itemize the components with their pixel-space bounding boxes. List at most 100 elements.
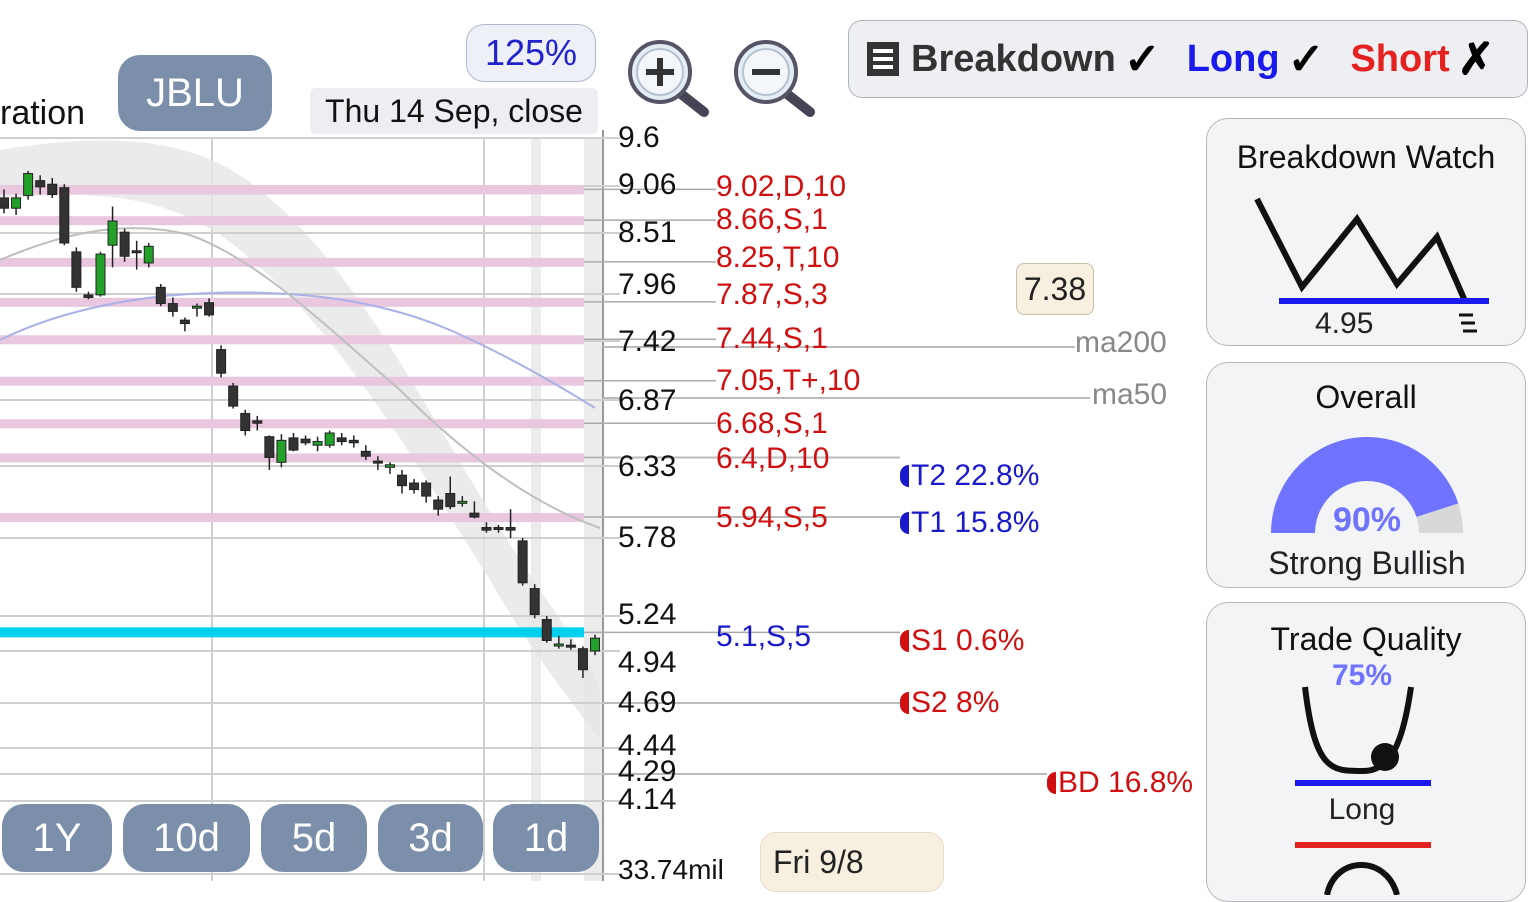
candle-body	[409, 482, 420, 491]
candle-body	[433, 499, 444, 510]
mode-long-label: Long	[1186, 37, 1280, 80]
candle-body	[252, 420, 263, 424]
candle-body	[240, 412, 251, 432]
support-line	[0, 627, 584, 638]
range-5d-button[interactable]: 5d	[261, 804, 367, 872]
resistance-band	[0, 335, 584, 345]
resistance-band	[0, 419, 584, 429]
mode-toggle-bar: Breakdown ✓ Long ✓ Short ✗	[848, 20, 1528, 98]
mode-short[interactable]: Short ✗	[1350, 34, 1494, 85]
y-tick-label: 7.96	[618, 268, 677, 301]
candle-body	[469, 512, 480, 518]
mode-long[interactable]: Long ✓	[1187, 34, 1325, 85]
candle-body	[421, 482, 432, 497]
candle-body	[59, 187, 70, 244]
ma200-line	[0, 291, 596, 409]
candle-body	[445, 492, 456, 508]
y-tick-label: 9.06	[618, 168, 677, 201]
candle-body	[191, 305, 202, 309]
chart-title: ration	[0, 94, 86, 132]
candle-body	[312, 441, 323, 446]
chart-date: Thu 14 Sep, close	[310, 88, 598, 134]
y-tick-label: 4.94	[618, 646, 677, 679]
candle-body	[457, 500, 468, 504]
resistance-band	[0, 297, 584, 307]
target-label: S1 0.6%	[911, 624, 1025, 657]
target-t1[interactable]: T1 15.8%	[900, 508, 1039, 538]
overall-card[interactable]: Overall 90% Strong Bullish	[1206, 362, 1526, 588]
candle-body	[179, 319, 190, 325]
cross-icon: ✗	[1457, 34, 1495, 84]
ma50-line	[0, 227, 601, 529]
check-icon: ✓	[1287, 34, 1325, 84]
level-label: 6.4,D,10	[716, 442, 830, 475]
volume-label: 33.74mil	[618, 854, 724, 885]
candle-body	[384, 464, 395, 468]
candle-body	[35, 180, 46, 188]
y-tick-label: 8.51	[618, 216, 677, 249]
candle-body	[553, 643, 564, 647]
range-3d-button[interactable]: 3d	[378, 804, 483, 872]
ma200-label: ma200	[1075, 326, 1167, 359]
candle-body	[131, 250, 142, 254]
mode-short-label: Short	[1350, 37, 1450, 80]
level-label: 7.44,S,1	[716, 322, 828, 355]
level-label: 6.68,S,1	[716, 407, 828, 440]
candle-body	[397, 474, 408, 487]
candle-body	[577, 648, 588, 671]
candle-body	[155, 286, 166, 305]
zoom-out-icon[interactable]	[730, 38, 820, 118]
resistance-band	[0, 185, 584, 195]
target-label: T1 15.8%	[911, 506, 1040, 539]
price-chart[interactable]	[0, 0, 1532, 881]
breakdown-level: 4.95	[1315, 307, 1374, 340]
candle-body	[71, 251, 82, 288]
day-shade	[531, 138, 541, 881]
candle-body	[565, 644, 576, 648]
candle-body	[517, 540, 528, 584]
ticker-button[interactable]: JBLU	[118, 55, 272, 131]
trade-quality-percent: 75%	[1331, 659, 1393, 692]
y-tick-label: 7.42	[618, 325, 677, 358]
y-tick-label: 9.6	[618, 121, 660, 154]
resistance-band	[0, 376, 584, 386]
support-level-label: 5.1,S,5	[716, 620, 812, 653]
y-tick-label: 5.24	[618, 598, 677, 631]
range-1y-button[interactable]: 1Y	[2, 804, 112, 872]
trade-quality-card[interactable]: Trade Quality 75% Long	[1206, 602, 1526, 902]
list-icon	[867, 42, 899, 76]
overall-verdict: Strong Bullish	[1268, 545, 1466, 581]
resistance-band	[0, 453, 584, 463]
half-circle-icon	[900, 512, 909, 534]
half-circle-icon	[900, 692, 909, 714]
level-label: 7.87,S,3	[716, 278, 828, 311]
resistance-band	[0, 257, 584, 267]
level-label: 9.02,D,10	[716, 170, 847, 203]
target-s1[interactable]: S1 0.6%	[900, 626, 1024, 656]
range-1d-button[interactable]: 1d	[493, 804, 599, 872]
level-label: 8.66,S,1	[716, 203, 828, 236]
candle-body	[372, 460, 383, 464]
trade-side: Long	[1328, 793, 1396, 826]
candle-body	[47, 183, 58, 196]
zoom-in-icon[interactable]	[624, 38, 714, 118]
y-tick-label: 4.29	[618, 755, 677, 788]
half-circle-icon	[900, 630, 909, 652]
breakdown-watch-card[interactable]: Breakdown Watch 4.95	[1206, 118, 1526, 346]
target-bd[interactable]: BD 16.8%	[1047, 768, 1193, 798]
range-10d-button[interactable]: 10d	[123, 804, 250, 872]
candle-body	[541, 619, 552, 641]
y-tick-label: 4.14	[618, 783, 677, 816]
level-label: 5.94,S,5	[716, 501, 828, 534]
y-tick-label: 6.87	[618, 384, 677, 417]
target-s2[interactable]: S2 8%	[900, 688, 999, 718]
candle-body	[505, 527, 516, 531]
mode-breakdown[interactable]: Breakdown ✓	[865, 34, 1161, 85]
card-title: Breakdown Watch	[1236, 139, 1496, 175]
candle-body	[481, 527, 492, 531]
candle-body	[590, 637, 600, 652]
target-t2[interactable]: T2 22.8%	[900, 461, 1039, 491]
y-tick-label: 4.44	[618, 729, 677, 762]
level-label: 7.05,T+,10	[716, 364, 861, 397]
target-label: S2 8%	[911, 686, 1000, 719]
